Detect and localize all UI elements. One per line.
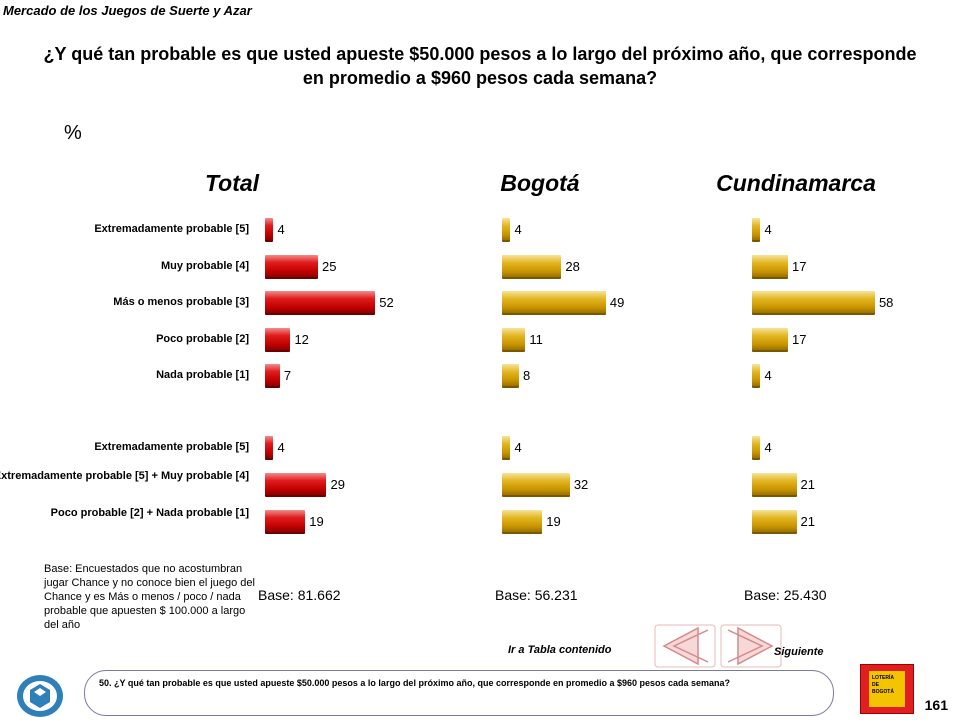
bar-value-label: 17	[792, 259, 807, 274]
bar	[502, 510, 543, 534]
bar	[265, 291, 376, 315]
bar	[752, 328, 789, 352]
bar-value-label: 12	[294, 332, 309, 347]
logo-text: LOTERÍA DE BOGOTÁ	[869, 671, 905, 707]
bar-value-label: 28	[565, 259, 580, 274]
question-title: ¿Y qué tan probable es que usted apueste…	[43, 44, 917, 88]
bar-value-label: 19	[309, 514, 324, 529]
bar	[265, 218, 274, 242]
bar-value-label: 21	[800, 514, 815, 529]
bar-value-label: 4	[514, 440, 522, 455]
page-number: 161	[924, 697, 948, 713]
header-note: Mercado de los Juegos de Suerte y Azar	[3, 3, 252, 18]
bar-value-label: 4	[764, 440, 772, 455]
bar-value-label: 4	[514, 222, 522, 237]
bar	[265, 364, 280, 388]
category-label: Muy probable [4]	[160, 260, 249, 272]
bar	[752, 510, 797, 534]
bar	[502, 473, 570, 497]
bar	[265, 255, 318, 279]
bar	[752, 364, 761, 388]
category-label: Extremadamente probable [5] + Muy probab…	[0, 470, 249, 482]
bar-value-label: 58	[878, 295, 894, 310]
arrow-left-icon	[654, 624, 716, 668]
bar-value-label: 4	[764, 222, 772, 237]
bar	[502, 291, 606, 315]
bar	[265, 473, 327, 497]
bar	[752, 218, 761, 242]
category-label: Poco probable [2] + Nada probable [1]	[50, 507, 249, 519]
category-label: Poco probable [2]	[156, 333, 249, 345]
bar-value-label: 4	[277, 222, 285, 237]
bar	[502, 436, 511, 460]
base-label: Base: 81.662	[258, 587, 341, 603]
bar-value-label: 52	[379, 295, 394, 310]
category-label: Más o menos probable [3]	[113, 296, 249, 308]
previous-button[interactable]	[654, 624, 716, 668]
bar	[752, 436, 761, 460]
bar	[502, 328, 526, 352]
bar	[752, 255, 789, 279]
bar	[502, 255, 562, 279]
bar-value-label: 32	[573, 477, 589, 492]
base-note: Base: Encuestados que no acostumbran jug…	[44, 563, 255, 631]
bar-value-label: 49	[609, 295, 625, 310]
bar	[502, 218, 511, 242]
panel-title: Cundinamarca	[716, 170, 876, 196]
next-button[interactable]	[720, 624, 782, 668]
bar-value-label: 4	[764, 368, 772, 383]
bar-value-label: 25	[322, 259, 337, 274]
bar-value-label: 19	[546, 514, 561, 529]
panel-title: Total	[204, 170, 260, 196]
next-label[interactable]: Siguiente	[774, 646, 824, 658]
brand-icon	[16, 674, 64, 718]
bar	[752, 473, 797, 497]
bar	[752, 291, 875, 315]
bar	[502, 364, 519, 388]
bar-value-label: 8	[522, 368, 531, 383]
bar-value-label: 4	[277, 440, 285, 455]
base-label: Base: 56.231	[495, 587, 578, 603]
category-label: Extremadamente probable [5]	[94, 223, 249, 235]
back-to-table-label[interactable]: Ir a Tabla contenido	[508, 644, 612, 656]
panel-title: Bogotá	[500, 170, 580, 196]
arrow-right-icon	[720, 624, 782, 668]
bar	[265, 436, 274, 460]
bar	[265, 510, 306, 534]
category-label: Extremadamente probable [5]	[94, 441, 249, 453]
bar-value-label: 11	[529, 332, 543, 347]
bar-value-label: 21	[800, 477, 815, 492]
bar-value-label: 7	[283, 368, 292, 383]
percent-sign: %	[64, 122, 82, 144]
loteria-logo: LOTERÍA DE BOGOTÁ	[860, 664, 914, 714]
base-label: Base: 25.430	[744, 587, 827, 603]
category-label: Nada probable [1]	[156, 369, 249, 381]
bar-value-label: 17	[792, 332, 807, 347]
bar	[265, 328, 291, 352]
bar-value-label: 29	[330, 477, 345, 492]
footer-question: 50. ¿Y qué tan probable es que usted apu…	[84, 670, 834, 716]
